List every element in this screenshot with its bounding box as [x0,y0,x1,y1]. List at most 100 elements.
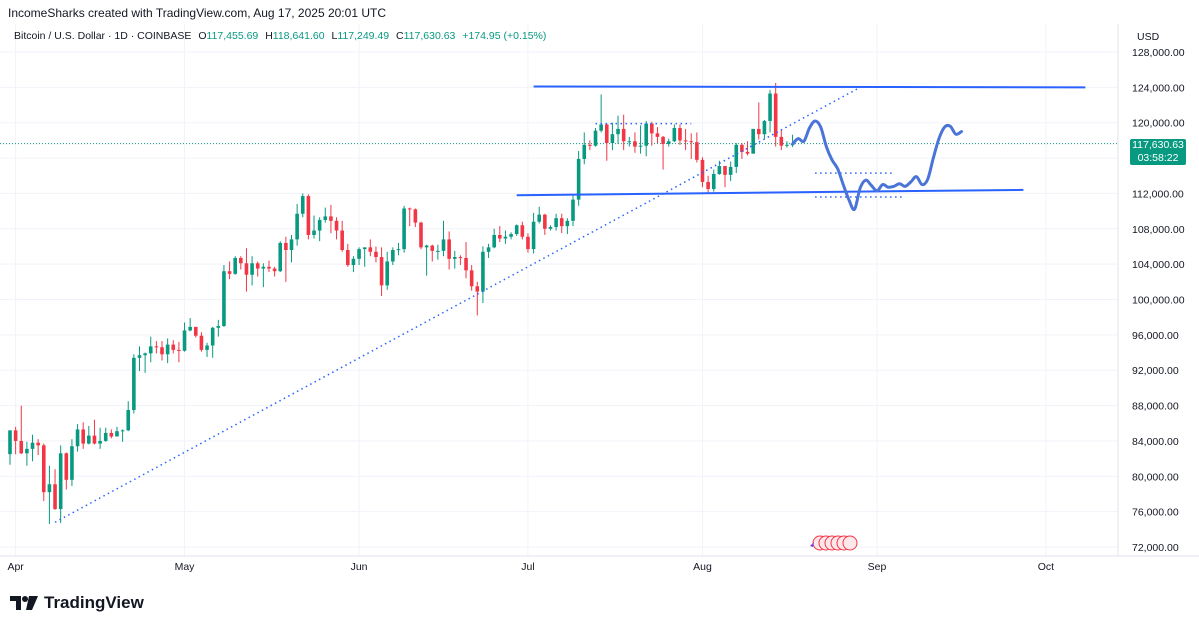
candle-body [227,271,232,274]
candle [92,419,97,445]
candle [436,244,440,260]
candle-body [295,213,299,240]
candle [756,102,761,140]
candle-body [745,151,750,154]
candle [593,128,598,147]
candle [165,338,170,364]
candle-body [464,257,468,271]
candle-body [413,209,418,223]
candle [227,261,232,280]
candlestick-chart[interactable]: 128,000.00124,000.00120,000.00116,000.00… [0,24,1199,580]
candle-body [689,141,694,143]
candle [723,166,727,188]
candle-body [548,227,553,229]
candle [588,140,592,151]
candle-body [109,432,114,437]
candle-body [334,220,339,231]
candle-body [278,242,283,272]
candle-body [554,218,558,228]
candle-body [148,346,153,354]
change-value: +174.95 (+0.15%) [462,30,547,42]
events-icon[interactable] [810,535,858,551]
candle [526,233,530,253]
candle [644,120,648,157]
candle-body [565,220,570,227]
candle [70,439,74,487]
candle [13,426,18,455]
candle-body [261,266,266,269]
candle [368,239,373,257]
candle [115,426,119,437]
time-tick-label: Sep [868,561,887,573]
candle [261,263,266,288]
candle-body [616,128,620,135]
candle-body [588,144,592,146]
candle-body [329,216,333,221]
candle-body [452,257,457,259]
drawings [54,85,1086,523]
candle [75,424,80,452]
candle [464,242,468,279]
time-tick-label: Oct [1038,561,1054,573]
candle [143,352,147,373]
candle [520,221,525,240]
candle-body [582,144,587,159]
time-tick-label: May [175,561,196,573]
candle-body [599,124,603,131]
candle [362,247,367,267]
projection-path[interactable] [791,119,963,212]
chart-area[interactable]: 128,000.00124,000.00120,000.00116,000.00… [0,24,1199,580]
candle [430,244,435,262]
candle [604,123,609,161]
candle-body [762,120,767,135]
price-tick-label: 108,000.00 [1132,224,1185,236]
candle-body [385,261,390,286]
candle-body [126,409,131,431]
candle [137,346,142,372]
brand-name: TradingView [44,593,144,612]
resistance-line[interactable] [533,85,1086,89]
candle-body [711,173,716,190]
open-value: 117,455.69 [206,30,259,42]
tradingview-logo[interactable]: TradingView [10,593,144,613]
current-price: 117,630.63 [1132,139,1184,151]
current-price-tag: 117,630.63 03:58:22 [1130,139,1186,165]
candle [177,341,181,363]
candle [126,401,131,432]
candle [621,114,626,151]
candle-body [351,258,356,266]
price-tick-label: 120,000.00 [1132,118,1185,130]
price-tick-label: 84,000.00 [1132,436,1179,448]
candle-body [272,268,277,272]
candle [64,452,69,490]
candle [284,236,288,282]
candle [565,218,570,235]
time-tick-label: Apr [7,561,24,573]
candle-body [92,435,97,444]
tv-logo-icon [10,596,38,610]
candle-body [284,242,288,250]
candle-body [498,234,502,239]
candle [706,175,710,194]
candle-body [25,448,29,454]
candle-body [683,140,688,142]
candle-body [239,257,243,264]
candle-body [481,251,485,292]
candle-body [64,453,69,480]
grid [0,24,1118,556]
candle [182,322,187,352]
candle [8,430,12,465]
candle-body [514,225,519,235]
candle-body [244,263,249,275]
axes: 128,000.00124,000.00120,000.00116,000.00… [0,24,1199,573]
time-tick-label: Jul [521,561,534,573]
high-value: 118,641.60 [272,30,325,42]
candle-body [644,123,648,146]
candle [98,427,102,449]
candle-body [103,432,108,441]
ascending-trendline[interactable] [54,86,861,523]
support-line[interactable] [516,188,1024,197]
candle [385,251,390,290]
candle [785,141,789,148]
candle-body [177,349,181,351]
